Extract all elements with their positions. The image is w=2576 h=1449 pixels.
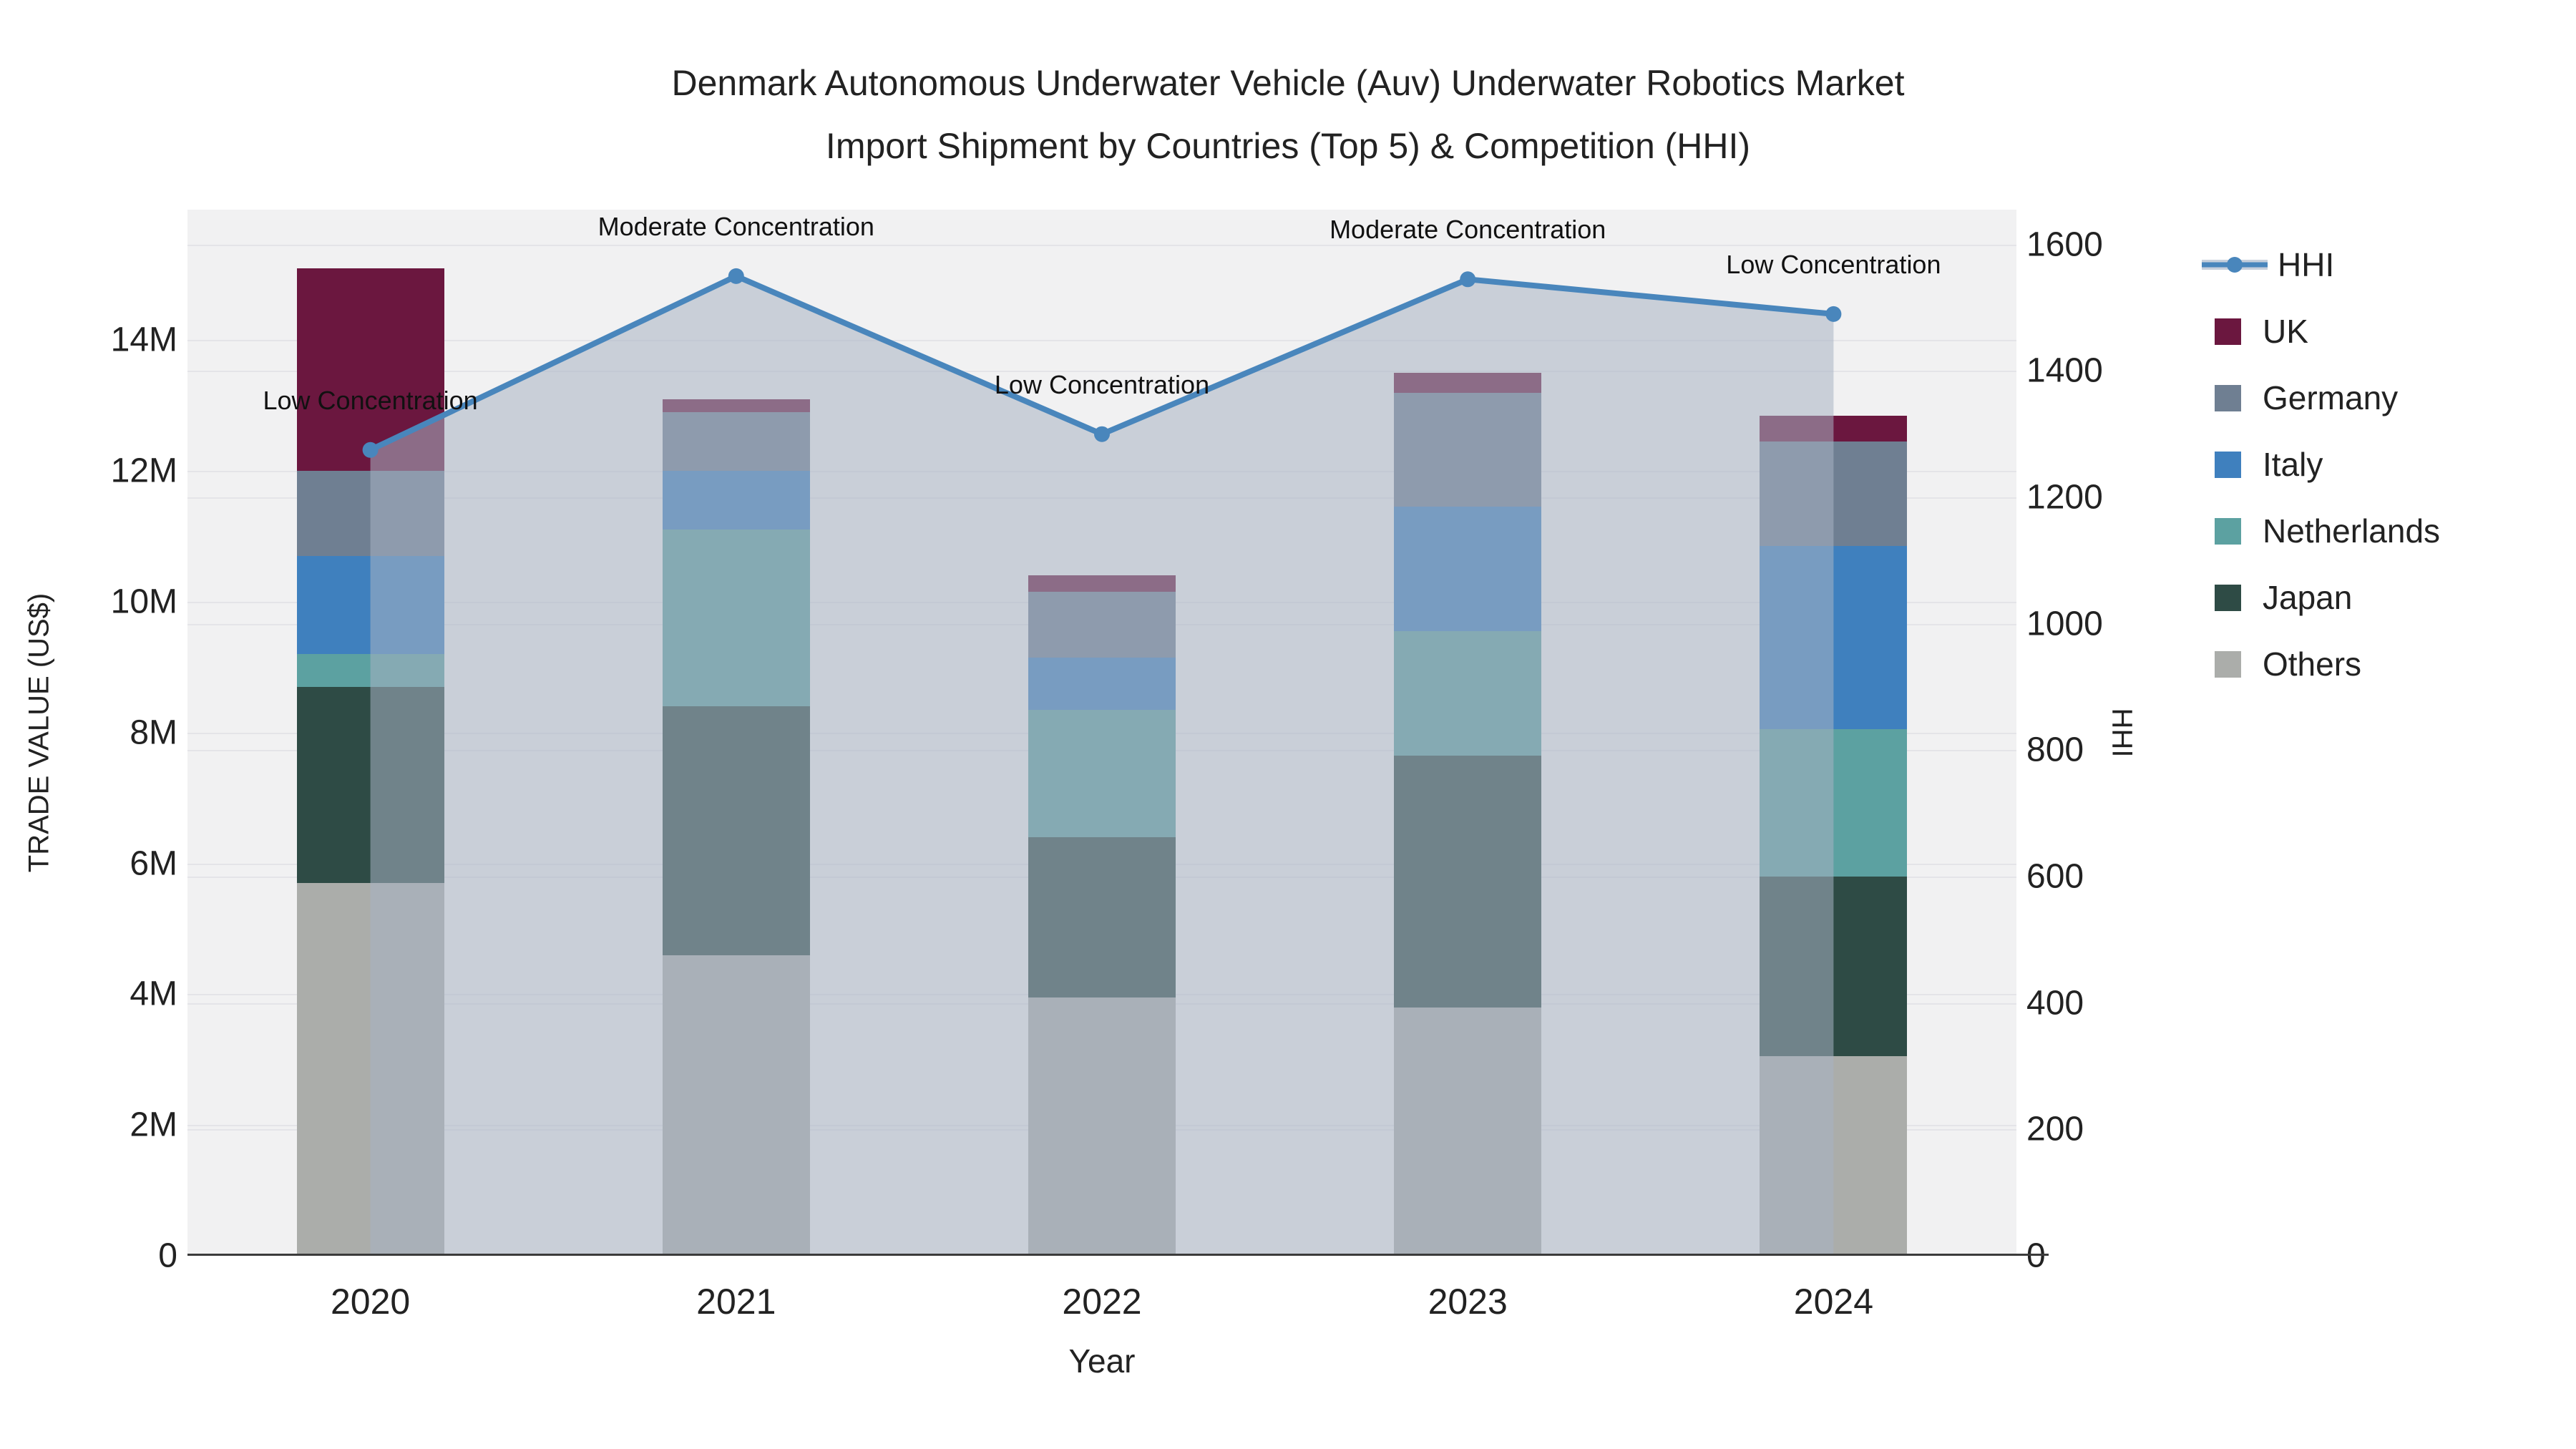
- legend-item-label: Others: [2263, 645, 2362, 683]
- y-tick-label-right: 1000: [2026, 605, 2103, 643]
- x-tick-label: 2021: [696, 1282, 776, 1322]
- grid-line-right: [187, 244, 2016, 246]
- legend-item-others[interactable]: Others: [2215, 645, 2362, 683]
- legend-swatch-icon: [2215, 318, 2241, 345]
- legend-item-label: Italy: [2263, 446, 2323, 483]
- y-tick-label-left: 10M: [110, 582, 177, 621]
- y-tick-label-left: 0: [158, 1236, 177, 1275]
- x-axis-title: Year: [1068, 1342, 1136, 1380]
- legend-swatch-icon: [2215, 517, 2241, 545]
- x-tick-label: 2024: [1793, 1282, 1874, 1322]
- legend-item-italy[interactable]: Italy: [2215, 446, 2323, 483]
- legend-item-hhi[interactable]: HHI: [2202, 246, 2335, 283]
- hhi-marker[interactable]: [1094, 426, 1110, 442]
- hhi-overlay: [362, 268, 1842, 1256]
- y-tick-label-right: 1600: [2026, 225, 2103, 264]
- x-tick-label: 2020: [330, 1282, 411, 1322]
- y-axis-title-right: HHI: [2106, 708, 2138, 758]
- annotation-label: Low Concentration: [994, 369, 1210, 399]
- y-tick-label-right: 200: [2026, 1110, 2084, 1148]
- hhi-marker[interactable]: [362, 441, 379, 458]
- legend-swatch-icon: [2215, 384, 2241, 411]
- y-tick-label-left: 4M: [130, 975, 177, 1013]
- legend-item-germany[interactable]: Germany: [2215, 379, 2399, 416]
- y-tick-label-right: 400: [2026, 984, 2084, 1023]
- y-tick-label-left: 6M: [130, 844, 177, 883]
- hhi-marker[interactable]: [1460, 271, 1476, 288]
- y-tick-label-right: 800: [2026, 731, 2084, 769]
- y-axis-title-left: TRADE VALUE (US$): [23, 592, 55, 873]
- legend-item-label: UK: [2263, 313, 2308, 350]
- x-axis-line: [187, 1254, 2049, 1256]
- legend-item-netherlands[interactable]: Netherlands: [2215, 512, 2441, 550]
- chart-title-line-2: Import Shipment by Countries (Top 5) & C…: [825, 126, 1751, 166]
- x-tick-label: 2022: [1062, 1282, 1142, 1322]
- legend-item-label: Japan: [2263, 579, 2353, 616]
- y-tick-label-left: 14M: [110, 321, 177, 359]
- y-tick-label-left: 8M: [130, 713, 177, 752]
- legend-swatch-icon: [2215, 650, 2241, 678]
- legend-item-label: HHI: [2278, 246, 2335, 283]
- y-tick-label-left: 12M: [110, 452, 177, 490]
- annotation-label: Low Concentration: [263, 385, 478, 415]
- y-tick-label-right: 600: [2026, 857, 2084, 896]
- y-tick-label-right: 0: [2026, 1236, 2046, 1275]
- plot-area: [187, 210, 2016, 1256]
- hhi-marker[interactable]: [1825, 306, 1842, 322]
- legend-item-japan[interactable]: Japan: [2215, 579, 2353, 616]
- x-tick-label: 2023: [1428, 1282, 1508, 1322]
- legend-item-label: Germany: [2263, 379, 2399, 416]
- hhi-area-fill: [370, 275, 1834, 1256]
- annotation-label: Low Concentration: [1726, 249, 1941, 279]
- hhi-marker[interactable]: [728, 268, 744, 284]
- legend-swatch-icon: [2215, 451, 2241, 478]
- chart-title: Denmark Autonomous Underwater Vehicle (A…: [0, 52, 2576, 177]
- grid-line-left: [187, 340, 2016, 342]
- hhi-legend-swatch-icon: [2202, 257, 2268, 273]
- grid-line-right: [187, 371, 2016, 373]
- y-tick-label-left: 2M: [130, 1106, 177, 1144]
- legend-swatch-icon: [2215, 584, 2241, 611]
- annotation-label: Moderate Concentration: [1330, 215, 1606, 245]
- legend-item-label: Netherlands: [2263, 512, 2441, 550]
- annotation-label: Moderate Concentration: [597, 211, 874, 241]
- y-tick-label-right: 1400: [2026, 351, 2103, 390]
- y-tick-label-right: 1200: [2026, 478, 2103, 517]
- legend-item-uk[interactable]: UK: [2215, 313, 2308, 350]
- chart-title-line-1: Denmark Autonomous Underwater Vehicle (A…: [671, 63, 1905, 103]
